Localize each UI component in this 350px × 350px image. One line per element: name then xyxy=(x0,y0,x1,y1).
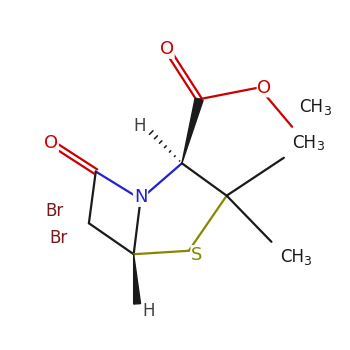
Text: CH: CH xyxy=(293,134,316,152)
Text: 3: 3 xyxy=(303,254,311,268)
Text: CH: CH xyxy=(299,98,323,117)
Text: 3: 3 xyxy=(323,105,330,118)
Polygon shape xyxy=(134,254,141,304)
Text: H: H xyxy=(142,302,154,320)
Text: 3: 3 xyxy=(316,140,324,153)
Text: S: S xyxy=(191,246,203,264)
Text: H: H xyxy=(133,117,146,135)
Text: CH: CH xyxy=(280,248,304,266)
Polygon shape xyxy=(182,98,203,163)
Text: Br: Br xyxy=(45,202,64,220)
Text: O: O xyxy=(44,134,58,152)
Text: N: N xyxy=(134,188,147,206)
Text: O: O xyxy=(160,40,174,58)
Text: Br: Br xyxy=(49,229,68,247)
Text: O: O xyxy=(258,78,272,97)
